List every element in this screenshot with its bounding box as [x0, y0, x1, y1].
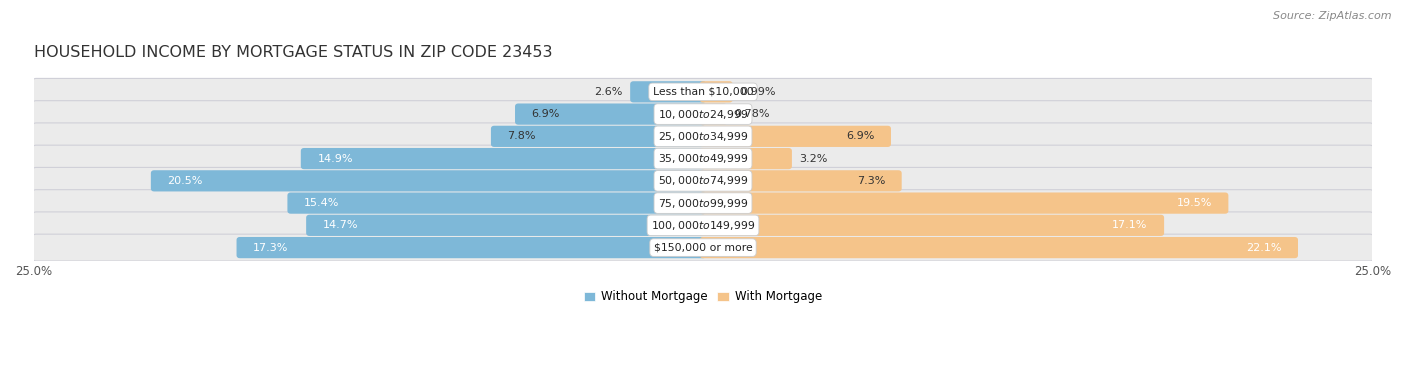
Text: 6.9%: 6.9% — [531, 109, 560, 119]
Text: 20.5%: 20.5% — [167, 176, 202, 186]
Text: 7.3%: 7.3% — [856, 176, 886, 186]
FancyBboxPatch shape — [150, 170, 706, 192]
Text: $150,000 or more: $150,000 or more — [654, 243, 752, 253]
FancyBboxPatch shape — [32, 167, 1374, 194]
Text: 22.1%: 22.1% — [1246, 243, 1281, 253]
Text: $75,000 to $99,999: $75,000 to $99,999 — [658, 197, 748, 209]
FancyBboxPatch shape — [287, 192, 706, 214]
Text: 0.78%: 0.78% — [734, 109, 770, 119]
Text: 0.99%: 0.99% — [740, 87, 776, 97]
FancyBboxPatch shape — [700, 148, 792, 169]
FancyBboxPatch shape — [32, 212, 1374, 239]
FancyBboxPatch shape — [700, 192, 1229, 214]
Text: 15.4%: 15.4% — [304, 198, 339, 208]
FancyBboxPatch shape — [700, 215, 1164, 236]
Text: $35,000 to $49,999: $35,000 to $49,999 — [658, 152, 748, 165]
FancyBboxPatch shape — [700, 126, 891, 147]
Text: HOUSEHOLD INCOME BY MORTGAGE STATUS IN ZIP CODE 23453: HOUSEHOLD INCOME BY MORTGAGE STATUS IN Z… — [34, 45, 553, 60]
FancyBboxPatch shape — [32, 123, 1374, 150]
FancyBboxPatch shape — [700, 104, 727, 125]
Text: 7.8%: 7.8% — [508, 131, 536, 141]
FancyBboxPatch shape — [700, 237, 1298, 258]
FancyBboxPatch shape — [307, 215, 706, 236]
Text: 14.7%: 14.7% — [323, 220, 359, 230]
Text: 6.9%: 6.9% — [846, 131, 875, 141]
FancyBboxPatch shape — [32, 234, 1374, 261]
Text: Source: ZipAtlas.com: Source: ZipAtlas.com — [1274, 11, 1392, 21]
FancyBboxPatch shape — [32, 101, 1374, 127]
Text: Less than $10,000: Less than $10,000 — [652, 87, 754, 97]
FancyBboxPatch shape — [515, 104, 706, 125]
Text: 2.6%: 2.6% — [595, 87, 623, 97]
FancyBboxPatch shape — [301, 148, 706, 169]
Text: $50,000 to $74,999: $50,000 to $74,999 — [658, 174, 748, 187]
FancyBboxPatch shape — [236, 237, 706, 258]
Text: 19.5%: 19.5% — [1177, 198, 1212, 208]
Text: 17.1%: 17.1% — [1112, 220, 1147, 230]
Text: $10,000 to $24,999: $10,000 to $24,999 — [658, 108, 748, 121]
Text: $25,000 to $34,999: $25,000 to $34,999 — [658, 130, 748, 143]
Text: 17.3%: 17.3% — [253, 243, 288, 253]
FancyBboxPatch shape — [32, 78, 1374, 105]
FancyBboxPatch shape — [630, 81, 706, 102]
FancyBboxPatch shape — [700, 170, 901, 192]
Legend: Without Mortgage, With Mortgage: Without Mortgage, With Mortgage — [579, 286, 827, 308]
FancyBboxPatch shape — [32, 145, 1374, 172]
FancyBboxPatch shape — [32, 190, 1374, 217]
Text: 3.2%: 3.2% — [800, 153, 828, 164]
Text: $100,000 to $149,999: $100,000 to $149,999 — [651, 219, 755, 232]
FancyBboxPatch shape — [700, 81, 733, 102]
Text: 14.9%: 14.9% — [318, 153, 353, 164]
FancyBboxPatch shape — [491, 126, 706, 147]
